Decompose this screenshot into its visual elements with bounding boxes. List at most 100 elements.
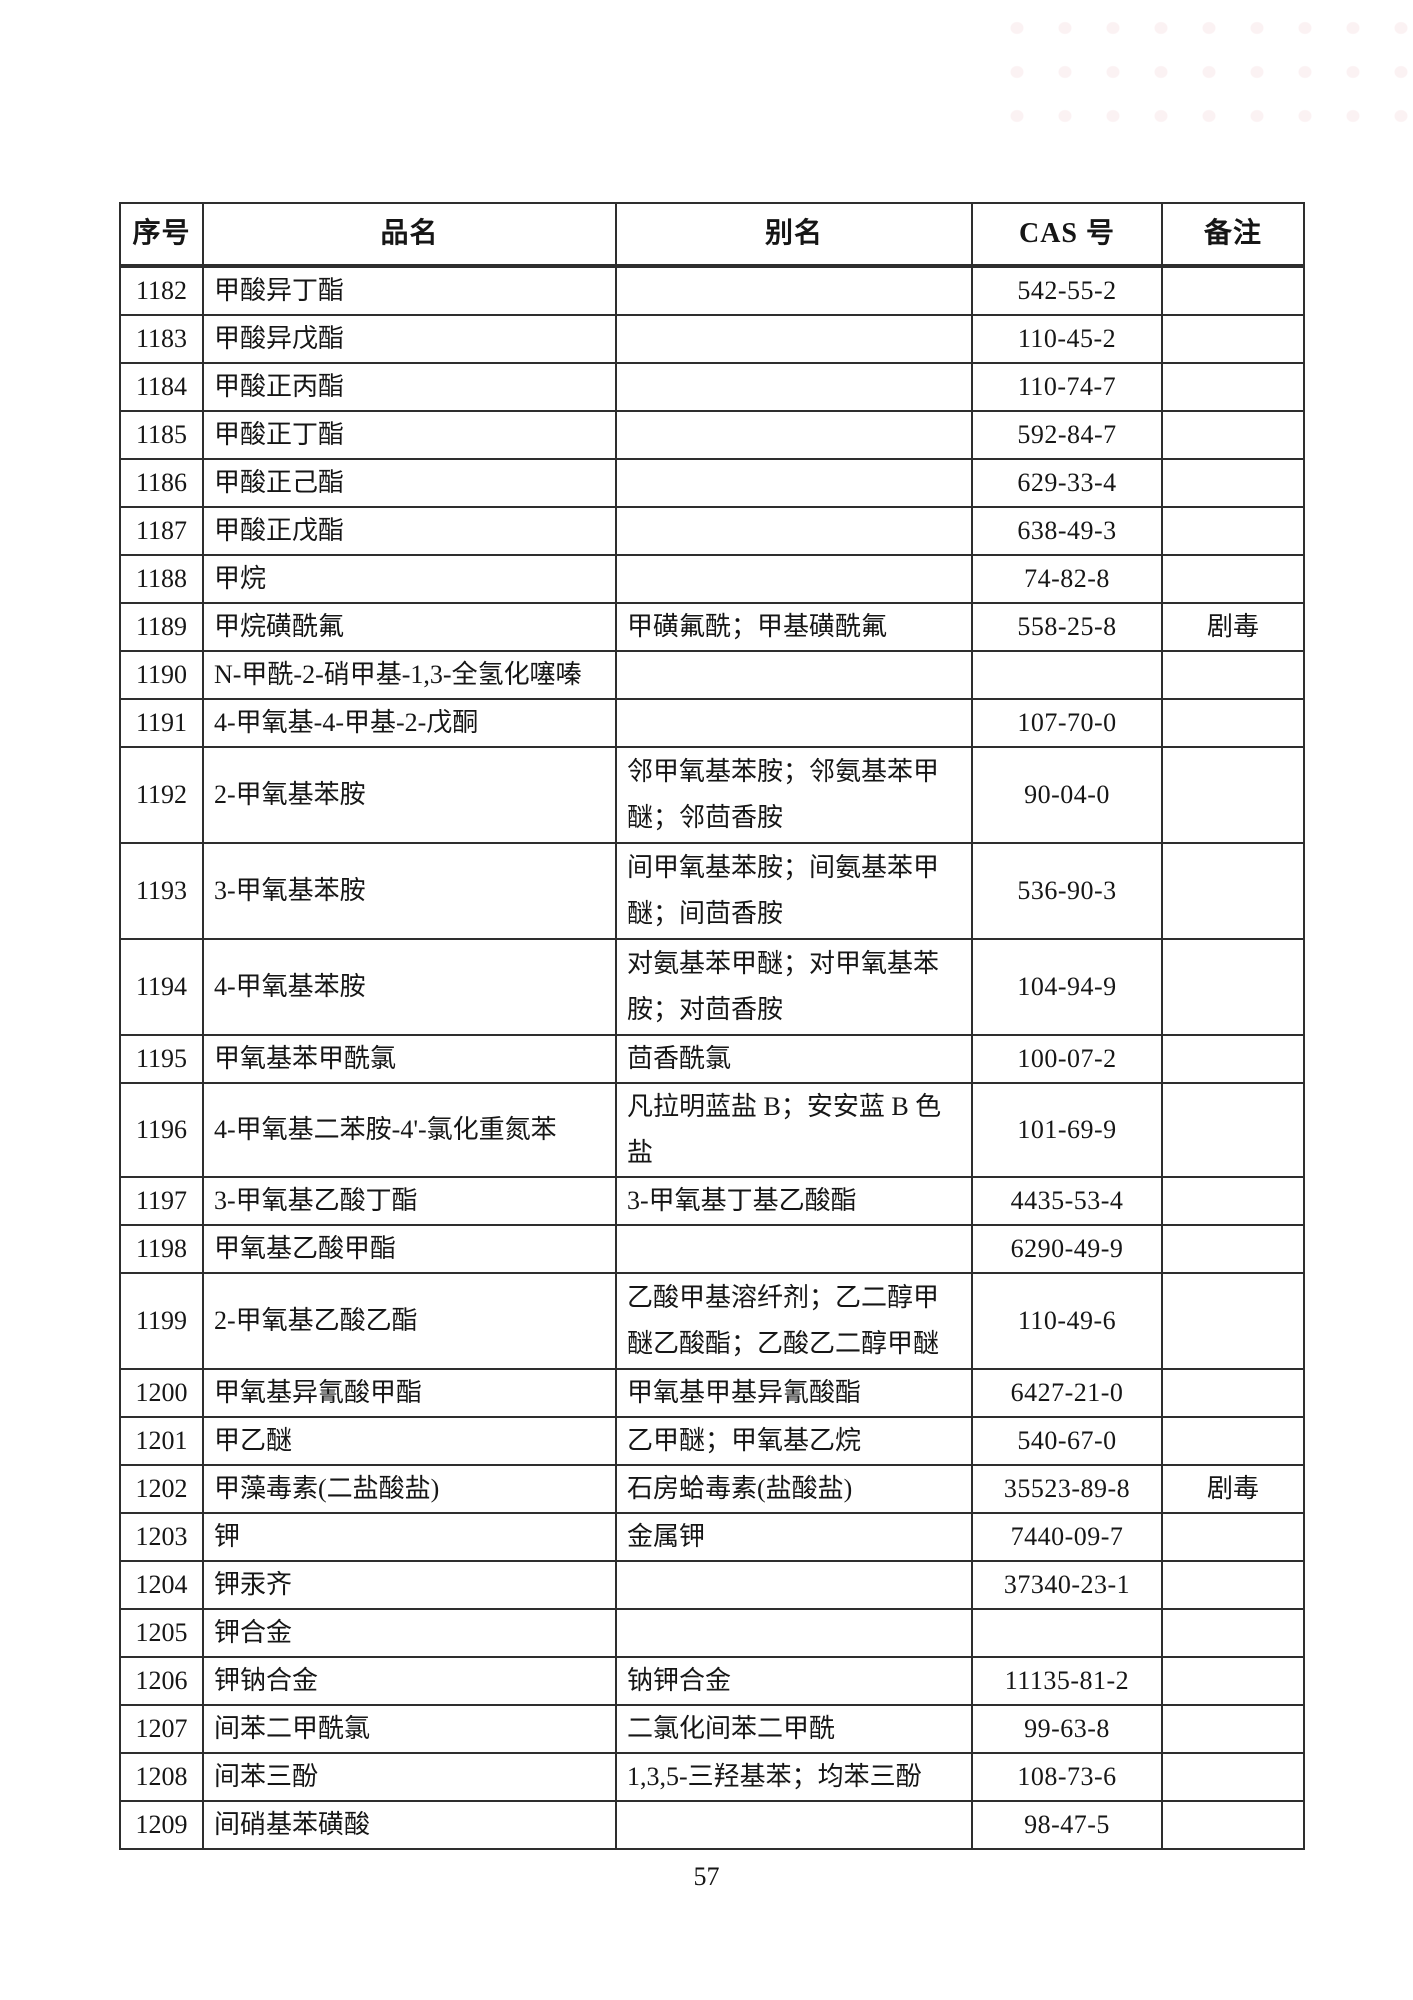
cell-cas: 536-90-3 (971, 842, 1163, 940)
table-row: 1201 甲乙醚 乙甲醚；甲氧基乙烷 540-67-0 (119, 1416, 1305, 1466)
cell-note (1161, 1176, 1305, 1226)
cell-alias: 间甲氧基苯胺；间氨基苯甲醚；间茴香胺 (615, 842, 973, 940)
cell-serial: 1196 (119, 1082, 204, 1178)
cell-alias (615, 314, 973, 364)
cell-cas: 98-47-5 (971, 1800, 1163, 1850)
table-row: 1185 甲酸正丁酯 592-84-7 (119, 410, 1305, 460)
table-row: 1198 甲氧基乙酸甲酯 6290-49-9 (119, 1224, 1305, 1274)
cell-serial: 1187 (119, 506, 204, 556)
cell-name: 4-甲氧基苯胺 (202, 938, 617, 1036)
cell-serial: 1207 (119, 1704, 204, 1754)
table-row: 1186 甲酸正己酯 629-33-4 (119, 458, 1305, 508)
cell-note (1161, 1704, 1305, 1754)
cell-name: 甲烷磺酰氟 (202, 602, 617, 652)
table-row: 1197 3-甲氧基乙酸丁酯 3-甲氧基丁基乙酸酯 4435-53-4 (119, 1176, 1305, 1226)
cell-note (1161, 265, 1305, 316)
table-row: 1206 钾钠合金 钠钾合金 11135-81-2 (119, 1656, 1305, 1706)
cell-cas: 4435-53-4 (971, 1176, 1163, 1226)
cell-alias (615, 265, 973, 316)
cell-name: 甲氧基乙酸甲酯 (202, 1224, 617, 1274)
cell-serial: 1194 (119, 938, 204, 1036)
table-row: 1196 4-甲氧基二苯胺-4'-氯化重氮苯 凡拉明蓝盐 B；安安蓝 B 色盐 … (119, 1082, 1305, 1178)
cell-alias: 钠钾合金 (615, 1656, 973, 1706)
table-row: 1188 甲烷 74-82-8 (119, 554, 1305, 604)
table-row: 1199 2-甲氧基乙酸乙酯 乙酸甲基溶纤剂；乙二醇甲醚乙酸酯；乙酸乙二醇甲醚 … (119, 1272, 1305, 1370)
cell-note (1161, 1272, 1305, 1370)
cell-alias (615, 362, 973, 412)
cell-cas: 7440-09-7 (971, 1512, 1163, 1562)
cell-serial: 1200 (119, 1368, 204, 1418)
table-row: 1207 间苯二甲酰氯 二氯化间苯二甲酰 99-63-8 (119, 1704, 1305, 1754)
cell-alias (615, 410, 973, 460)
cell-name: 钾钠合金 (202, 1656, 617, 1706)
cell-note (1161, 1560, 1305, 1610)
cell-alias: 甲磺氟酰；甲基磺酰氟 (615, 602, 973, 652)
cell-name: 甲酸异戊酯 (202, 314, 617, 364)
cell-serial: 1191 (119, 698, 204, 748)
cell-name: 间苯三酚 (202, 1752, 617, 1802)
cell-note (1161, 1416, 1305, 1466)
cell-alias (615, 1224, 973, 1274)
cell-alias (615, 554, 973, 604)
cell-serial: 1192 (119, 746, 204, 844)
table-row: 1182 甲酸异丁酯 542-55-2 (119, 265, 1305, 316)
cell-serial: 1199 (119, 1272, 204, 1370)
cell-name: 甲酸正己酯 (202, 458, 617, 508)
cell-cas: 74-82-8 (971, 554, 1163, 604)
cell-cas (971, 1608, 1163, 1658)
cell-alias: 石房蛤毒素(盐酸盐) (615, 1464, 973, 1514)
cell-note (1161, 1608, 1305, 1658)
table-row: 1204 钾汞齐 37340-23-1 (119, 1560, 1305, 1610)
cell-note (1161, 1082, 1305, 1178)
header-row: 序号 品名 别名 CAS 号 备注 (119, 202, 1305, 268)
cell-note (1161, 1034, 1305, 1084)
cell-cas: 90-04-0 (971, 746, 1163, 844)
cell-serial: 1198 (119, 1224, 204, 1274)
cell-note (1161, 458, 1305, 508)
table-row: 1205 钾合金 (119, 1608, 1305, 1658)
cell-serial: 1209 (119, 1800, 204, 1850)
col-header-name: 品名 (202, 202, 617, 268)
cell-name: N-甲酰-2-硝甲基-1,3-全氢化噻嗪 (202, 650, 617, 700)
table-row: 1190 N-甲酰-2-硝甲基-1,3-全氢化噻嗪 (119, 650, 1305, 700)
cell-name: 3-甲氧基苯胺 (202, 842, 617, 940)
cell-cas: 99-63-8 (971, 1704, 1163, 1754)
table-row: 1202 甲藻毒素(二盐酸盐) 石房蛤毒素(盐酸盐) 35523-89-8 剧毒 (119, 1464, 1305, 1514)
cell-alias: 对氨基苯甲醚；对甲氧基苯胺；对茴香胺 (615, 938, 973, 1036)
cell-name: 间硝基苯磺酸 (202, 1800, 617, 1850)
cell-serial: 1189 (119, 602, 204, 652)
cell-name: 甲氧基异氰酸甲酯 (202, 1368, 617, 1418)
cell-cas: 35523-89-8 (971, 1464, 1163, 1514)
table-row: 1193 3-甲氧基苯胺 间甲氧基苯胺；间氨基苯甲醚；间茴香胺 536-90-3 (119, 842, 1305, 940)
cell-note (1161, 362, 1305, 412)
cell-alias (615, 698, 973, 748)
cell-serial: 1208 (119, 1752, 204, 1802)
cell-serial: 1206 (119, 1656, 204, 1706)
page-number: 57 (693, 1862, 720, 1891)
table-row: 1194 4-甲氧基苯胺 对氨基苯甲醚；对甲氧基苯胺；对茴香胺 104-94-9 (119, 938, 1305, 1036)
cell-name: 间苯二甲酰氯 (202, 1704, 617, 1754)
cell-note (1161, 506, 1305, 556)
cell-cas: 110-45-2 (971, 314, 1163, 364)
table-row: 1195 甲氧基苯甲酰氯 茴香酰氯 100-07-2 (119, 1034, 1305, 1084)
cell-cas: 592-84-7 (971, 410, 1163, 460)
cell-alias (615, 458, 973, 508)
cell-note (1161, 314, 1305, 364)
cell-name: 甲酸正丙酯 (202, 362, 617, 412)
col-header-alias: 别名 (615, 202, 973, 268)
cell-note (1161, 554, 1305, 604)
cell-name: 甲烷 (202, 554, 617, 604)
cell-cas: 558-25-8 (971, 602, 1163, 652)
cell-cas: 101-69-9 (971, 1082, 1163, 1178)
cell-alias: 茴香酰氯 (615, 1034, 973, 1084)
cell-alias (615, 1800, 973, 1850)
cell-note (1161, 1656, 1305, 1706)
cell-serial: 1205 (119, 1608, 204, 1658)
cell-alias: 乙甲醚；甲氧基乙烷 (615, 1416, 973, 1466)
cell-alias: 二氯化间苯二甲酰 (615, 1704, 973, 1754)
cell-serial: 1193 (119, 842, 204, 940)
cell-name: 4-甲氧基二苯胺-4'-氯化重氮苯 (202, 1082, 617, 1178)
cell-cas: 6427-21-0 (971, 1368, 1163, 1418)
cell-name: 钾汞齐 (202, 1560, 617, 1610)
